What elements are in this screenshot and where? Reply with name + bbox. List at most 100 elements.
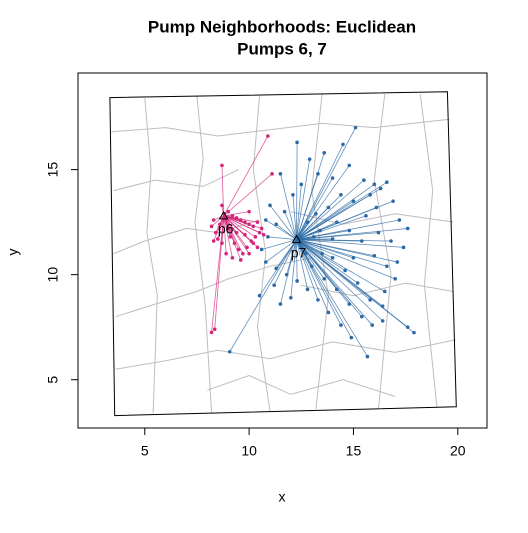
address-point — [247, 210, 251, 214]
pump-label: p6 — [218, 221, 234, 237]
address-point — [308, 157, 312, 161]
address-point — [254, 235, 258, 239]
address-point — [239, 218, 243, 222]
address-point — [381, 319, 385, 323]
x-tick-label: 20 — [450, 443, 466, 459]
address-point — [343, 269, 347, 273]
address-point — [235, 231, 239, 235]
address-point — [285, 273, 289, 277]
address-point — [352, 256, 356, 260]
address-point — [339, 323, 343, 327]
address-point — [295, 279, 299, 283]
address-point — [260, 227, 264, 231]
address-point — [385, 264, 389, 268]
address-point — [335, 288, 339, 292]
address-point — [216, 237, 220, 241]
address-point — [320, 252, 324, 256]
address-point — [224, 252, 228, 256]
address-point — [362, 178, 366, 182]
address-point — [406, 325, 410, 329]
address-point — [247, 252, 251, 256]
address-point — [322, 277, 326, 281]
address-point — [289, 296, 293, 300]
address-point — [220, 241, 224, 245]
address-point — [350, 336, 354, 340]
address-point — [239, 258, 243, 262]
address-point — [213, 327, 217, 331]
address-point — [377, 231, 381, 235]
address-point — [395, 260, 399, 264]
pump-label: p7 — [291, 244, 307, 260]
address-point — [243, 220, 247, 224]
address-point — [295, 141, 299, 145]
x-tick-label: 5 — [141, 443, 149, 459]
address-point — [274, 222, 278, 226]
address-point — [391, 199, 395, 203]
y-tick-label: 5 — [45, 376, 61, 384]
address-point — [312, 235, 316, 239]
address-point — [210, 331, 214, 335]
address-point — [347, 229, 351, 233]
address-point — [262, 233, 266, 237]
address-point — [220, 164, 224, 168]
address-point — [251, 241, 255, 245]
address-point — [247, 222, 251, 226]
address-point — [327, 206, 331, 210]
address-point — [314, 212, 318, 216]
address-point — [212, 218, 216, 222]
address-point — [316, 172, 320, 176]
address-point — [412, 331, 416, 335]
address-point — [306, 220, 310, 224]
address-point — [279, 302, 283, 306]
address-point — [368, 193, 372, 197]
address-point — [306, 288, 310, 292]
address-point — [352, 199, 356, 203]
address-point — [402, 246, 406, 250]
address-point — [243, 233, 247, 237]
address-point — [318, 229, 322, 233]
address-point — [228, 350, 232, 354]
address-point — [212, 239, 216, 243]
address-point — [393, 277, 397, 281]
y-tick-label: 10 — [45, 267, 61, 283]
address-point — [260, 248, 264, 252]
address-point — [210, 225, 214, 229]
address-point — [272, 283, 276, 287]
address-point — [375, 206, 379, 210]
address-point — [258, 294, 262, 298]
address-point — [231, 256, 235, 260]
address-point — [373, 183, 377, 187]
address-point — [279, 172, 283, 176]
address-point — [235, 216, 239, 220]
address-point — [283, 210, 287, 214]
address-point — [241, 252, 245, 256]
address-point — [264, 218, 268, 222]
address-point — [251, 225, 255, 229]
address-point — [299, 183, 303, 187]
address-point — [266, 134, 270, 138]
address-point — [360, 315, 364, 319]
address-point — [331, 256, 335, 260]
address-point — [366, 355, 370, 359]
address-point — [379, 187, 383, 191]
address-point — [322, 151, 326, 155]
address-point — [258, 231, 262, 235]
address-point — [406, 227, 410, 231]
chart-title: Pump Neighborhoods: Euclidean — [148, 17, 416, 36]
address-point — [364, 214, 368, 218]
x-tick-label: 15 — [346, 443, 362, 459]
address-point — [389, 239, 393, 243]
address-point — [347, 164, 351, 168]
address-point — [381, 304, 385, 308]
address-point — [268, 204, 272, 208]
address-point — [231, 214, 235, 218]
address-point — [245, 246, 249, 250]
address-point — [368, 298, 372, 302]
address-point — [266, 235, 270, 239]
address-point — [335, 220, 339, 224]
address-point — [226, 210, 230, 214]
x-tick-label: 10 — [241, 443, 257, 459]
address-point — [264, 260, 268, 264]
